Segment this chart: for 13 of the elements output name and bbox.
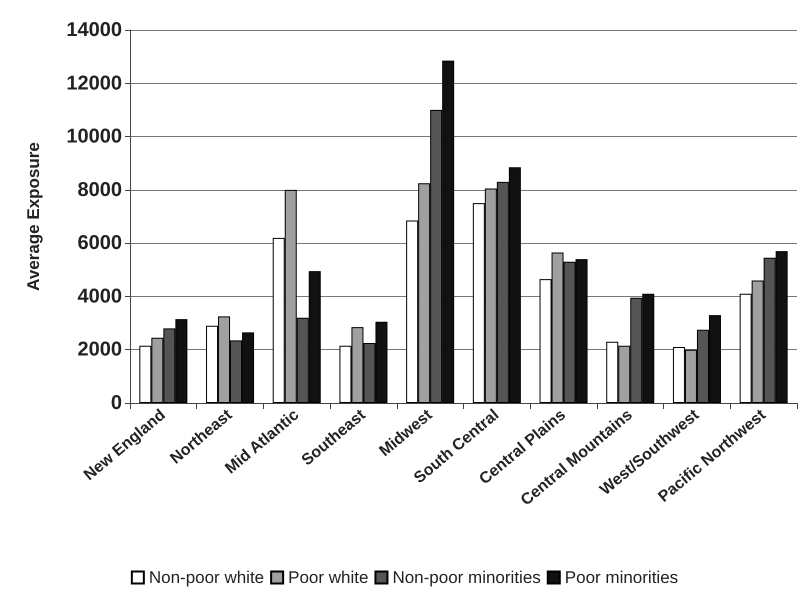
y-tick-label: 14000 — [66, 19, 122, 41]
y-tick-label: 4000 — [78, 285, 122, 308]
y-tick-label: 0 — [110, 392, 122, 414]
legend-label: Non-poor minorities — [392, 568, 541, 587]
legend-label: Poor white — [288, 568, 368, 587]
y-tick-label: 10000 — [66, 126, 122, 148]
legend-label: Poor minorities — [564, 568, 678, 587]
y-axis-title: Average Exposure — [24, 142, 43, 291]
y-tick-label: 12000 — [66, 72, 122, 94]
legend-label: Non-poor white — [148, 568, 264, 587]
y-tick-label: 6000 — [78, 232, 122, 254]
y-tick-label: 2000 — [78, 338, 122, 361]
y-tick-label: 8000 — [78, 178, 122, 201]
